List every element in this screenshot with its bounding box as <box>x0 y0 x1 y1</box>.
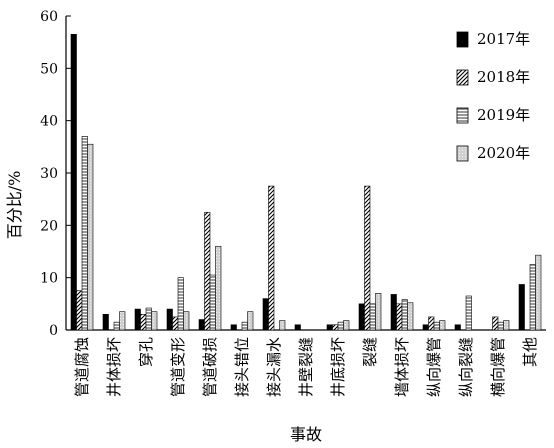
y-axis-title: 百分比/% <box>5 171 24 240</box>
bar-1-10 <box>358 303 365 331</box>
x-axis-title: 事故 <box>290 425 322 444</box>
bar-1-8 <box>294 324 301 331</box>
bar-1-7 <box>262 298 269 331</box>
bar-2-11 <box>396 303 403 331</box>
category-label: 管道腐蚀 <box>73 337 91 397</box>
bar-4-5 <box>215 245 222 331</box>
legend-label-4: 2020年 <box>477 144 530 162</box>
bar-2-5 <box>204 211 211 331</box>
bar-4-10 <box>375 293 382 331</box>
bar-4-7 <box>279 320 286 331</box>
bar-2-12 <box>428 316 435 331</box>
bar-1-2 <box>102 313 109 331</box>
bar-1-4 <box>166 308 173 331</box>
bar-4-2 <box>119 311 126 331</box>
bar-1-9 <box>326 324 333 331</box>
category-label: 墙体损坏 <box>393 337 411 397</box>
bar-3-3 <box>145 307 152 331</box>
category-label: 接头错位 <box>233 337 251 397</box>
bar-3-1 <box>81 136 88 331</box>
bar-4-14 <box>503 320 510 331</box>
bar-1-1 <box>70 34 77 331</box>
bar-3-13 <box>465 295 472 331</box>
category-label: 井壁裂缝 <box>297 337 315 397</box>
bar-4-3 <box>151 311 158 331</box>
bar-3-9 <box>337 321 344 331</box>
bar-3-15 <box>529 264 536 331</box>
bar-3-6 <box>241 321 248 331</box>
bar-3-4 <box>177 277 184 331</box>
category-label: 接头漏水 <box>265 337 283 397</box>
bar-4-1 <box>87 143 94 331</box>
y-tick-label: 50 <box>40 61 58 77</box>
category-label: 纵向爆管 <box>425 337 443 397</box>
bar-1-3 <box>134 308 141 331</box>
legend-swatch-3 <box>456 107 469 124</box>
bar-2-9 <box>332 324 339 331</box>
category-label: 管道变形 <box>169 337 187 397</box>
category-label: 井底损坏 <box>329 337 347 397</box>
y-tick-label: 20 <box>40 218 58 234</box>
legend: 2017年 2018年 2019年 2020年 <box>456 30 530 162</box>
legend-label-2: 2018年 <box>477 68 530 86</box>
bar-4-9 <box>343 320 350 331</box>
bar-1-5 <box>198 319 205 331</box>
y-tick-label: 10 <box>40 271 58 287</box>
y-tick-label: 0 <box>49 323 58 339</box>
bar-2-1 <box>76 290 83 331</box>
bar-2-7 <box>268 185 275 331</box>
bar-4-11 <box>407 302 414 331</box>
bar-3-5 <box>209 274 216 331</box>
bar-4-12 <box>439 320 446 331</box>
bar-1-6 <box>230 324 237 331</box>
y-tick-label: 60 <box>40 9 58 25</box>
legend-swatch-1 <box>456 31 469 48</box>
legend-label-3: 2019年 <box>477 106 530 124</box>
category-label: 裂缝 <box>361 337 379 367</box>
bar-4-4 <box>183 311 190 331</box>
bar-1-12 <box>422 324 429 331</box>
category-label: 管道破损 <box>201 337 219 397</box>
legend-swatch-4 <box>456 145 469 162</box>
legend-swatch-2 <box>456 69 469 86</box>
bar-2-4 <box>172 316 179 331</box>
bar-3-2 <box>113 321 120 331</box>
y-tick-label: 30 <box>40 166 58 182</box>
bar-4-15 <box>535 254 542 331</box>
category-label: 井体损坏 <box>105 337 123 397</box>
bar-2-3 <box>140 313 147 331</box>
legend-label-1: 2017年 <box>477 30 530 48</box>
category-label: 横向爆管 <box>489 337 507 397</box>
bar-1-11 <box>390 294 397 331</box>
category-label: 穿孔 <box>137 337 155 367</box>
bar-1-13 <box>454 324 461 331</box>
bar-2-10 <box>364 185 371 331</box>
bar-1-15 <box>518 284 525 331</box>
bar-2-14 <box>492 316 499 331</box>
bar-3-12 <box>433 321 440 331</box>
y-tick-label: 40 <box>40 114 58 130</box>
bar-3-10 <box>369 303 376 331</box>
bar-4-6 <box>247 311 254 331</box>
bar-3-14 <box>497 321 504 331</box>
category-label: 纵向裂缝 <box>457 337 475 397</box>
category-label: 其他 <box>521 337 539 367</box>
bar-3-11 <box>401 299 408 331</box>
